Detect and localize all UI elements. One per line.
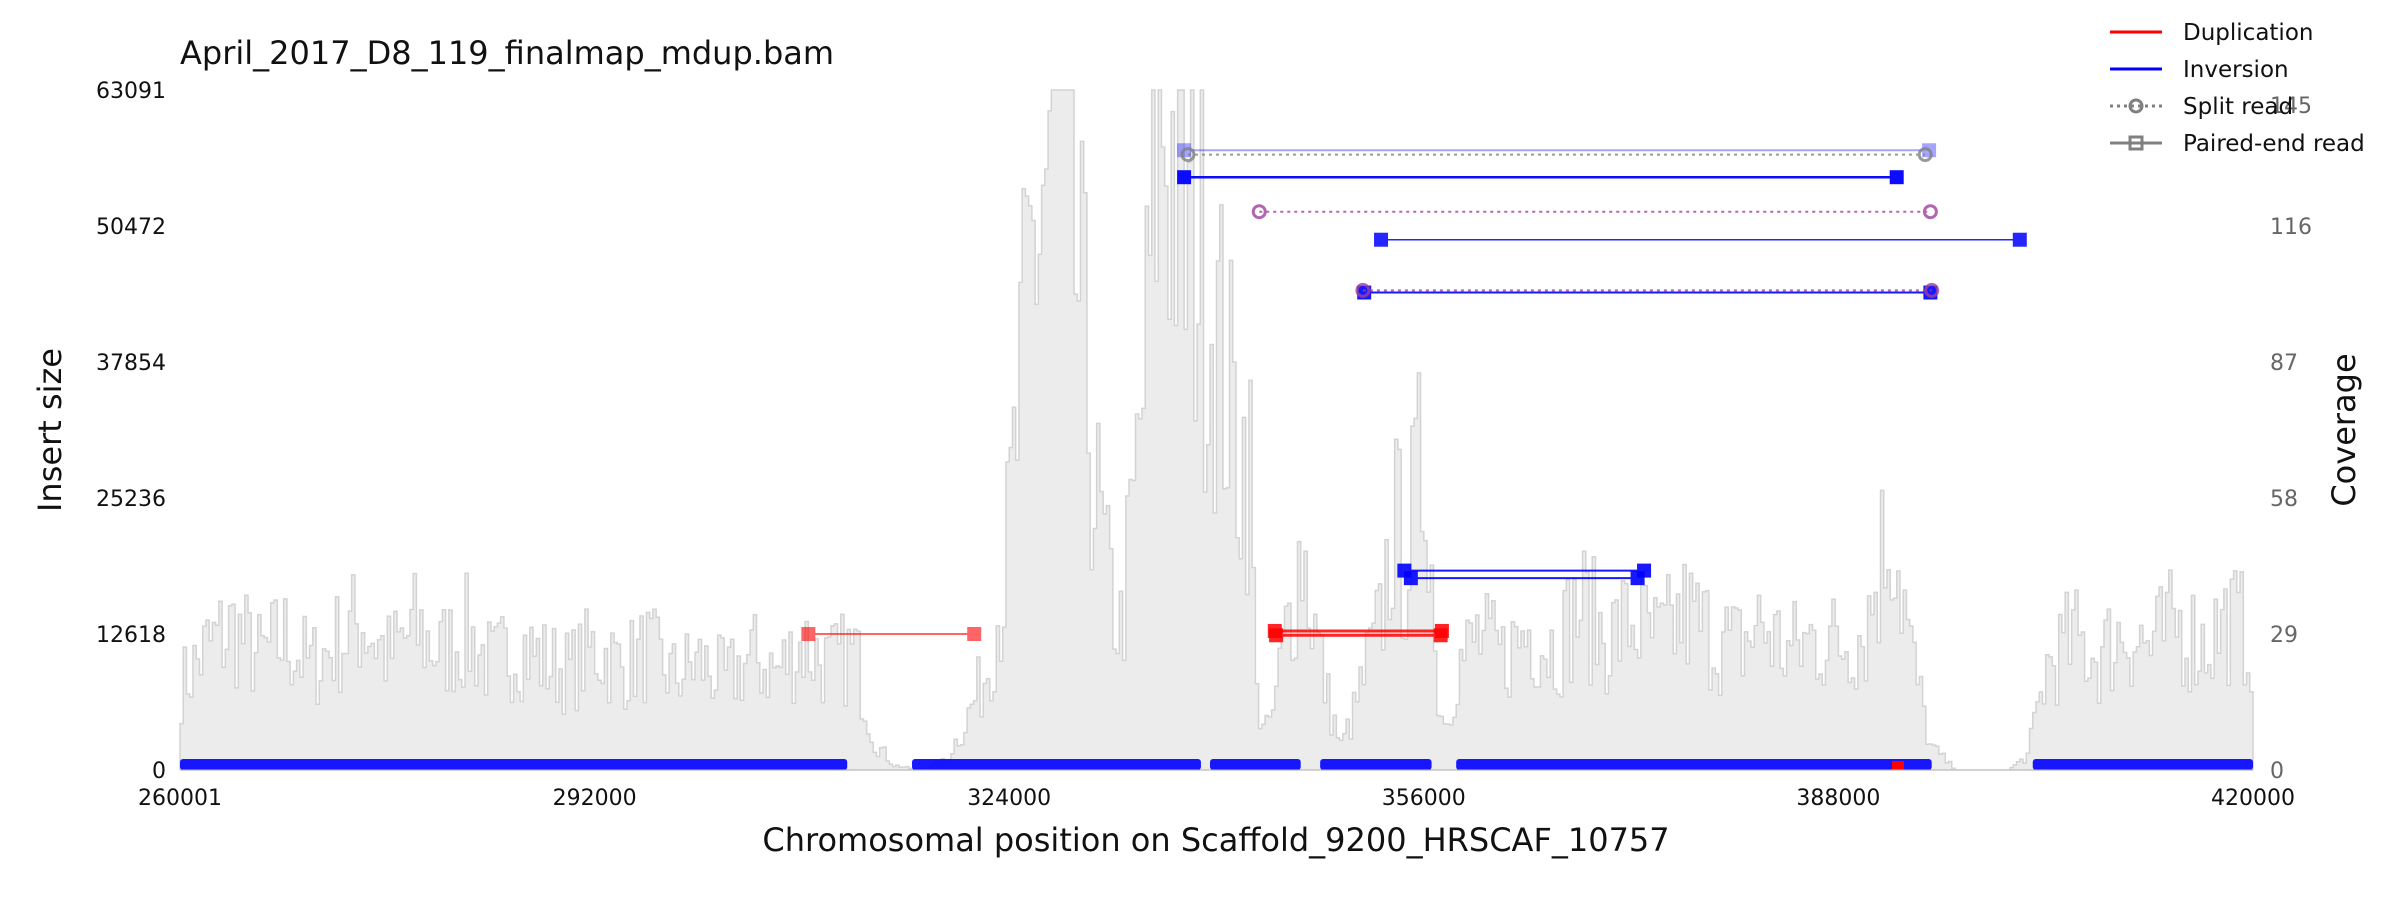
- inversion-call: [1357, 285, 1938, 300]
- inversion-call: [1403, 571, 1645, 586]
- legend-item: Paired-end read: [2110, 131, 2365, 157]
- paired-read-marker: [1889, 170, 1904, 185]
- paired-read-marker: [1269, 628, 1284, 643]
- y-axis-label: Insert size: [31, 348, 69, 512]
- y2-tick-label: 145: [2270, 94, 2312, 119]
- split-read-marker: [1180, 147, 1196, 163]
- split-read-marker: [1251, 204, 1267, 220]
- legend-item: Split read: [2110, 94, 2293, 120]
- x-tick-label: 260001: [138, 786, 222, 811]
- coverage-area: [179, 89, 2254, 771]
- x-tick-label: 420000: [2211, 786, 2295, 811]
- legend-label: Paired-end read: [2183, 131, 2365, 157]
- split-read-marker: [1355, 282, 1371, 298]
- y2-tick-label: 116: [2270, 215, 2312, 240]
- split-call: [1251, 204, 1938, 220]
- inversion-call: [1397, 563, 1652, 578]
- inversion-call: [1177, 143, 1937, 158]
- paired-read-marker: [967, 627, 982, 642]
- y2-tick-label: 58: [2270, 487, 2298, 512]
- y2-tick-label: 0: [2270, 759, 2284, 784]
- paired-read-marker: [1433, 628, 1448, 643]
- inversion-call: [1374, 232, 2027, 247]
- bottom-duplication-mark: [1891, 761, 1904, 770]
- chart-title: April_2017_D8_119_finalmap_mdup.bam: [180, 34, 834, 72]
- x-axis-label: Chromosomal position on Scaffold_9200_HR…: [762, 821, 1669, 859]
- y2-tick-label: 29: [2270, 623, 2298, 648]
- y-tick-label: 0: [152, 759, 166, 784]
- y-axis-ticks: 0 12618 25236 37854 50472 63091: [96, 79, 166, 784]
- bottom-read-segment: [1210, 759, 1301, 770]
- y-tick-label: 12618: [96, 623, 166, 648]
- bottom-read-segment: [180, 759, 848, 770]
- x-axis-ticks: 260001 292000 324000 356000 388000 420000: [138, 786, 2295, 811]
- duplication-call: [1269, 628, 1448, 643]
- bottom-read-segment: [912, 759, 1201, 770]
- legend: Duplication Inversion Split read Paired-end…: [2110, 20, 2365, 157]
- coverage-path: [179, 89, 2254, 771]
- paired-read-marker: [1177, 170, 1192, 185]
- bottom-read-segment: [2032, 759, 2253, 770]
- paired-read-marker: [2012, 232, 2027, 247]
- paired-read-marker: [801, 627, 816, 642]
- legend-marker: [2128, 135, 2144, 151]
- legend-label: Duplication: [2183, 20, 2313, 46]
- legend-marker: [2128, 98, 2144, 114]
- split-read-marker: [1922, 204, 1938, 220]
- split-read-marker: [1917, 147, 1933, 163]
- x-tick-label: 324000: [967, 786, 1051, 811]
- y2-axis-ticks: 0 29 58 87 116 145: [2270, 94, 2312, 784]
- duplication-call: [801, 627, 982, 642]
- y-tick-label: 50472: [96, 215, 166, 240]
- paired-read-marker: [1630, 571, 1645, 586]
- y-tick-label: 37854: [96, 351, 166, 376]
- legend-item: Duplication: [2110, 20, 2313, 46]
- split-read-marker: [1924, 282, 1940, 298]
- bottom-read-segment: [1456, 759, 1932, 770]
- x-tick-label: 356000: [1382, 786, 1466, 811]
- paired-read-marker: [1403, 571, 1418, 586]
- y2-tick-label: 87: [2270, 351, 2298, 376]
- inversion-call: [1177, 170, 1904, 185]
- bottom-read-segment: [1320, 759, 1432, 770]
- legend-label: Inversion: [2183, 57, 2289, 83]
- legend-item: Inversion: [2110, 57, 2289, 83]
- variant-calls: [801, 143, 2027, 643]
- paired-read-marker: [1374, 232, 1389, 247]
- y-tick-label: 63091: [96, 79, 166, 104]
- bottom-reads: [180, 759, 2253, 770]
- y2-axis-label: Coverage: [2325, 353, 2363, 506]
- x-tick-label: 292000: [553, 786, 637, 811]
- split-call: [1180, 147, 1933, 163]
- y-tick-label: 25236: [96, 487, 166, 512]
- x-tick-label: 388000: [1796, 786, 1880, 811]
- legend-label: Split read: [2183, 94, 2293, 120]
- split-call: [1355, 282, 1940, 298]
